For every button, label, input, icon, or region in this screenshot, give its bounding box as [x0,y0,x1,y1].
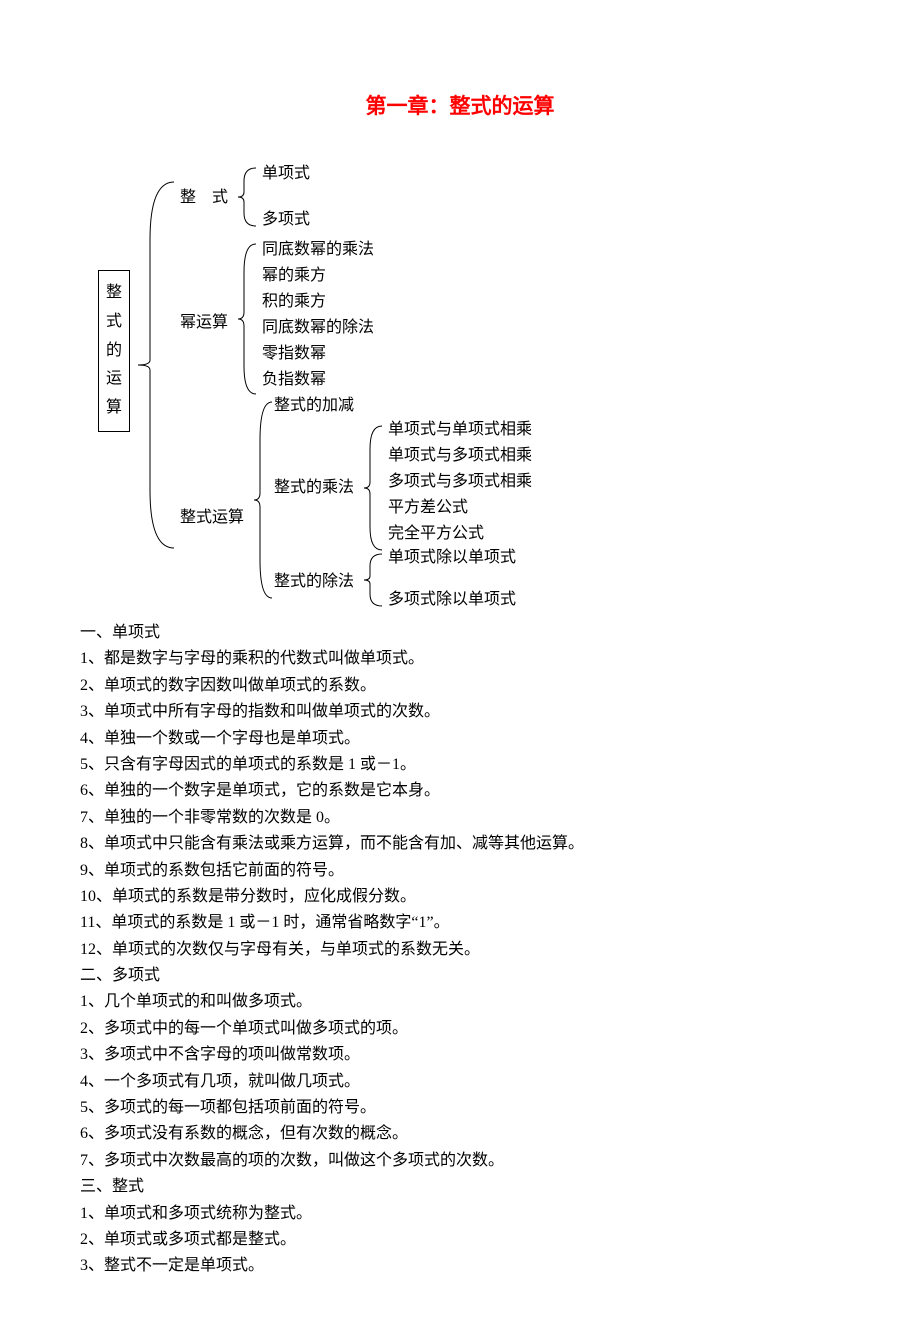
mul-item: 单项式与单项式相乘 [388,422,532,438]
list-item: 3、整式不一定是单项式。 [80,1253,840,1279]
list-item: 11、单项式的系数是 1 或－1 时，通常省略数字“1”。 [80,910,840,936]
list-item: 9、单项式的系数包括它前面的符号。 [80,858,840,884]
mul-item: 多项式与多项式相乘 [388,474,532,490]
mi-item: 积的乘方 [262,294,326,310]
list-item: 1、几个单项式的和叫做多项式。 [80,989,840,1015]
brace-mul [360,424,386,552]
list-item: 8、单项式中只能含有乘法或乘方运算，而不能含有加、减等其他运算。 [80,831,840,857]
brace-root [132,180,182,550]
root-char: 运 [103,365,125,394]
body-text: 一、单项式 1、都是数字与字母的乘积的代数式叫做单项式。 2、单项式的数字因数叫… [80,620,840,1280]
mi-item: 负指数幂 [262,372,326,388]
zs-item: 多项式 [262,212,310,228]
list-item: 6、多项式没有系数的概念，但有次数的概念。 [80,1121,840,1147]
concept-diagram: 整 式 的 运 算 整 式 幂运算 整式运算 单项式 多项式 同底数幂的乘法 幂… [98,160,618,610]
brace-mi [234,242,260,396]
level1-ops: 整式运算 [180,510,244,526]
mul-item: 平方差公式 [388,500,468,516]
level1-mi: 幂运算 [180,315,228,331]
list-item: 10、单项式的系数是带分数时，应化成假分数。 [80,884,840,910]
list-item: 3、多项式中不含字母的项叫做常数项。 [80,1042,840,1068]
list-item: 1、单项式和多项式统称为整式。 [80,1201,840,1227]
list-item: 5、多项式的每一项都包括项前面的符号。 [80,1095,840,1121]
list-item: 4、单独一个数或一个字母也是单项式。 [80,726,840,752]
chapter-title: 第一章：整式的运算 [80,90,840,120]
mul-item: 完全平方公式 [388,526,484,542]
section-title: 一、单项式 [80,620,840,646]
mi-item: 幂的乘方 [262,268,326,284]
mul-item: 单项式与多项式相乘 [388,448,532,464]
level1-zhengshi: 整 式 [180,190,228,206]
list-item: 1、都是数字与字母的乘积的代数式叫做单项式。 [80,646,840,672]
div-item: 单项式除以单项式 [388,550,516,566]
section-title: 三、整式 [80,1174,840,1200]
mi-item: 零指数幂 [262,346,326,362]
section-title: 二、多项式 [80,963,840,989]
list-item: 7、单独的一个非零常数的次数是 0。 [80,805,840,831]
zs-item: 单项式 [262,166,310,182]
list-item: 4、一个多项式有几项，就叫做几项式。 [80,1069,840,1095]
brace-zs [234,166,260,228]
brace-div [360,552,386,608]
list-item: 2、单项式的数字因数叫做单项式的系数。 [80,673,840,699]
mi-item: 同底数幂的乘法 [262,242,374,258]
list-item: 6、单独的一个数字是单项式，它的系数是它本身。 [80,778,840,804]
root-char: 的 [103,337,125,366]
root-box: 整 式 的 运 算 [98,270,130,432]
ops-div: 整式的除法 [274,574,354,590]
list-item: 7、多项式中次数最高的项的次数，叫做这个多项式的次数。 [80,1148,840,1174]
page: 第一章：整式的运算 整 式 的 运 算 整 式 幂运算 整式运算 单项式 多项式… [0,0,920,1320]
brace-ops [250,400,276,600]
mi-item: 同底数幂的除法 [262,320,374,336]
ops-add: 整式的加减 [274,398,354,414]
list-item: 12、单项式的次数仅与字母有关，与单项式的系数无关。 [80,937,840,963]
list-item: 3、单项式中所有字母的指数和叫做单项式的次数。 [80,699,840,725]
list-item: 2、多项式中的每一个单项式叫做多项式的项。 [80,1016,840,1042]
list-item: 5、只含有字母因式的单项式的系数是 1 或－1。 [80,752,840,778]
ops-mul: 整式的乘法 [274,480,354,496]
root-char: 式 [103,308,125,337]
list-item: 2、单项式或多项式都是整式。 [80,1227,840,1253]
root-char: 整 [103,279,125,308]
root-char: 算 [103,394,125,423]
div-item: 多项式除以单项式 [388,592,516,608]
